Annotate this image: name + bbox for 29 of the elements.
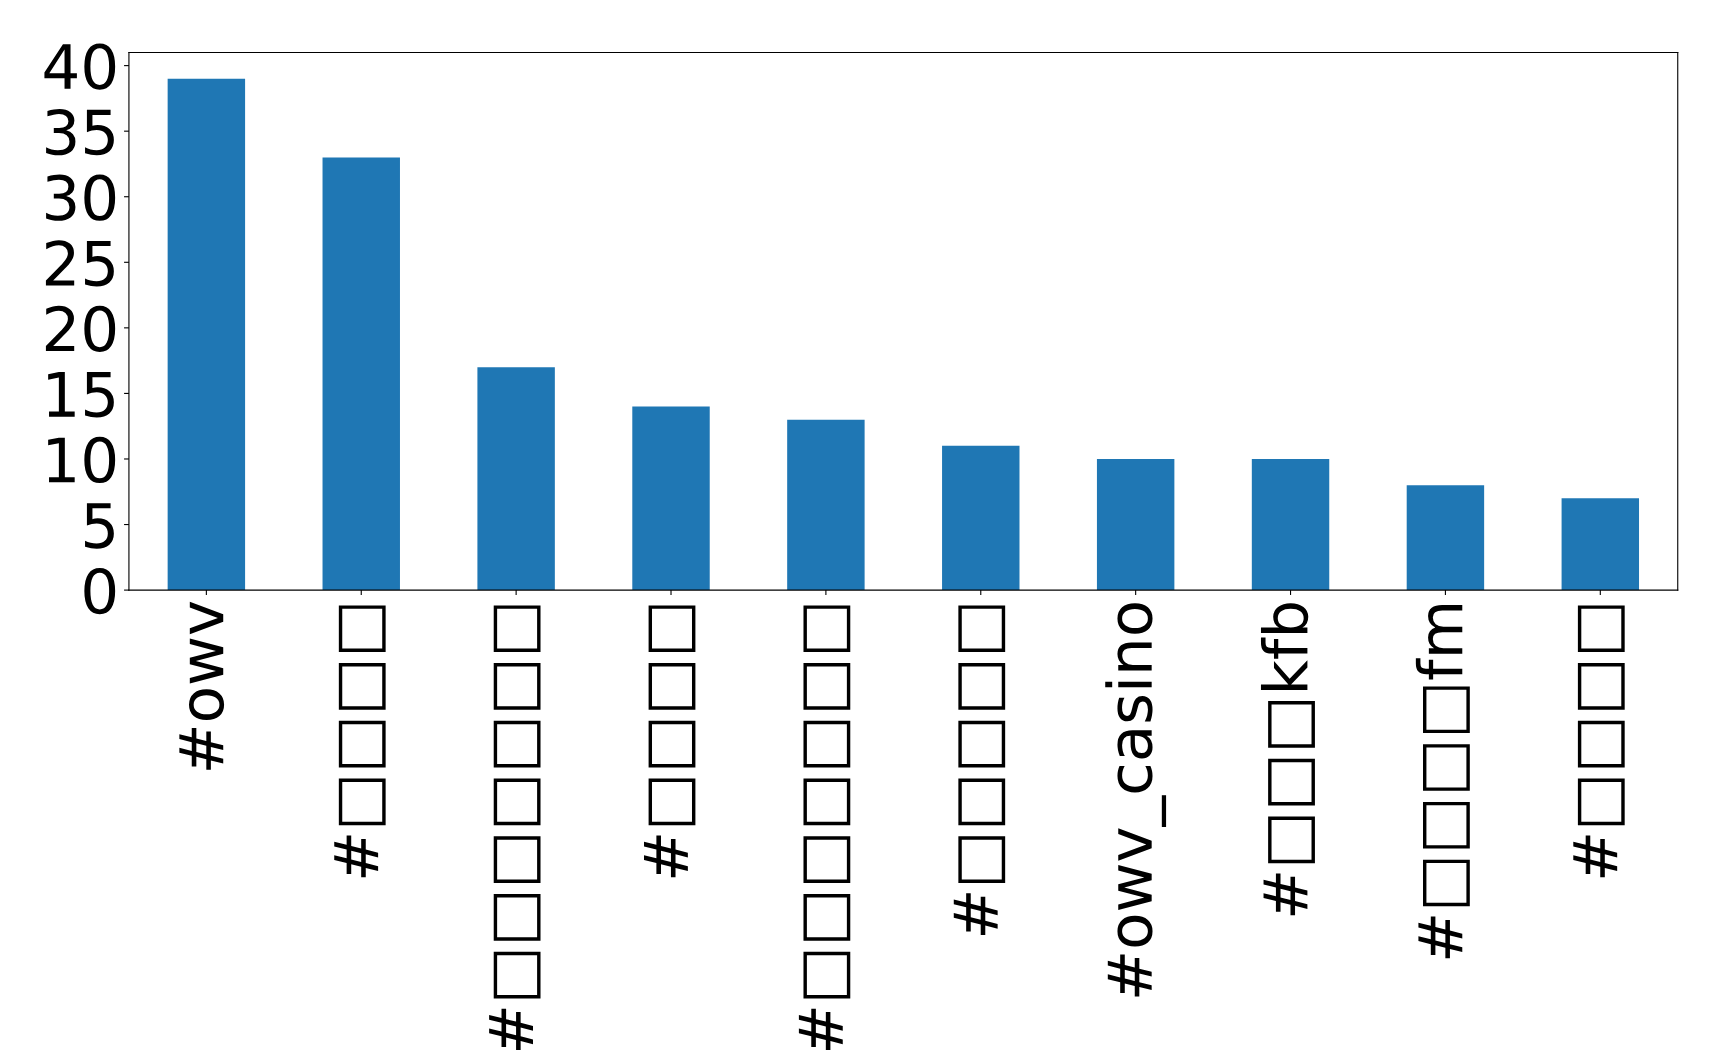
x-tick-label: #□□□□□	[953, 605, 1006, 936]
bar	[632, 406, 710, 591]
bar	[477, 367, 555, 591]
y-tick-label: 10	[48, 436, 116, 484]
bar	[1561, 498, 1640, 591]
bar	[1251, 458, 1330, 591]
x-tick-label: #owv_casino	[1105, 603, 1167, 997]
y-tick-label: 35	[46, 109, 114, 156]
bar	[1096, 458, 1175, 591]
y-tick-label: 25	[45, 240, 114, 287]
bar	[1406, 485, 1485, 591]
bar	[787, 419, 865, 591]
x-tick-label: #□□□□	[644, 605, 696, 878]
x-tick-label: #□□□□fm	[1415, 605, 1470, 959]
x-tick-label: #□□□□□□□	[798, 605, 851, 1050]
y-tick-label: 30	[46, 174, 116, 221]
y-tick-label: 40	[44, 43, 116, 90]
bar	[322, 157, 400, 591]
bar	[942, 445, 1020, 591]
x-tick-label: #□□□kfb	[1260, 603, 1315, 916]
x-tick-label: #□□□□□□□	[489, 605, 541, 1050]
y-tick-label: 15	[48, 372, 114, 418]
y-tick-label: 5	[85, 503, 114, 549]
y-tick-label: 0	[84, 567, 116, 615]
x-tick-label: #□□□□	[334, 605, 386, 878]
x-tick-label: #owv	[179, 601, 225, 770]
x-tick-label: #□□□□	[1573, 605, 1625, 878]
y-tick-label: 20	[45, 305, 116, 352]
bar	[167, 78, 246, 591]
